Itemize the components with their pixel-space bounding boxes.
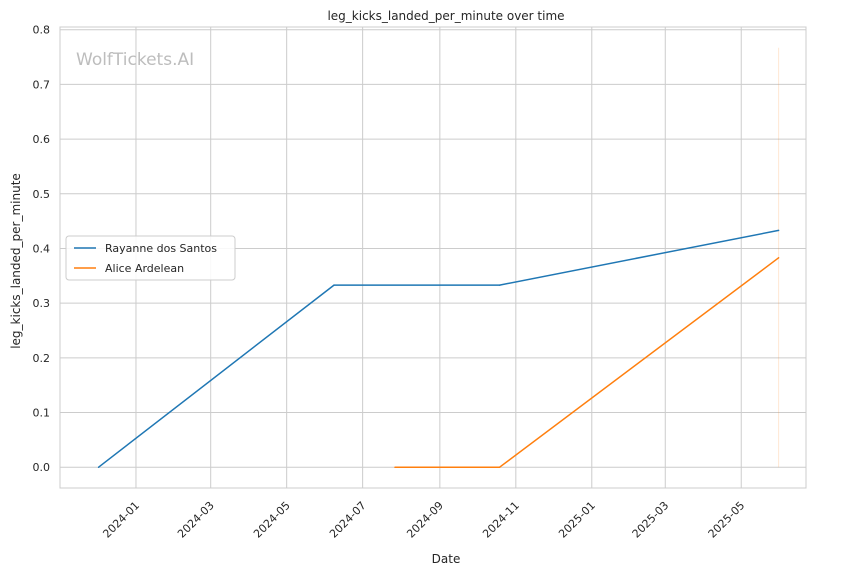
y-axis-label: leg_kicks_landed_per_minute	[9, 173, 23, 349]
y-axis-ticks: 0.0 0.1 0.2 0.3 0.4 0.5 0.6 0.7 0.8	[33, 24, 51, 474]
data-point	[777, 229, 780, 232]
y-tick-label: 0.7	[33, 78, 51, 91]
data-series	[97, 229, 780, 468]
y-tick-label: 0.8	[33, 24, 51, 37]
y-tick-label: 0.4	[33, 242, 51, 255]
legend: Rayanne dos Santos Alice Ardelean	[65, 235, 236, 281]
legend-label-series-1: Rayanne dos Santos	[105, 242, 217, 255]
y-tick-label: 0.1	[33, 407, 51, 420]
grid-lines	[60, 27, 806, 488]
watermark: WolfTickets.AI	[76, 50, 194, 70]
series-line-1	[98, 229, 779, 468]
legend-box	[65, 235, 236, 281]
y-tick-label: 0.2	[33, 352, 51, 365]
y-tick-label: 0.3	[33, 297, 51, 310]
legend-label-series-2: Alice Ardelean	[105, 262, 184, 275]
data-point	[394, 466, 396, 468]
chart-title: leg_kicks_landed_per_minute over time	[327, 9, 564, 23]
plot-frame	[59, 26, 807, 489]
data-point	[498, 466, 501, 468]
y-tick-label: 0.0	[33, 461, 51, 474]
data-point	[498, 284, 501, 286]
data-point	[333, 284, 335, 286]
y-tick-label: 0.5	[33, 188, 51, 201]
x-axis-label: Date	[432, 552, 461, 566]
y-tick-label: 0.6	[33, 133, 51, 146]
data-point	[97, 466, 100, 468]
data-point	[777, 257, 780, 259]
